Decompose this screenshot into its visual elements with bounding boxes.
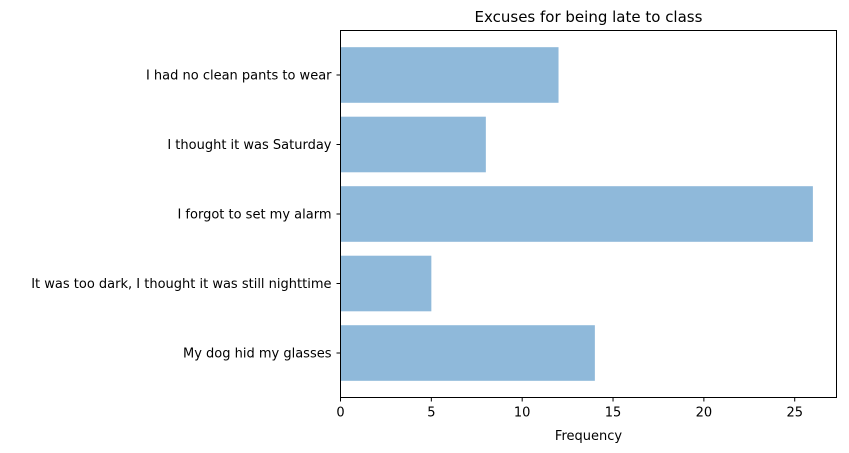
x-axis-ticks: 0 5 10 15 20 25 bbox=[336, 397, 803, 421]
x-tick-label: 15 bbox=[605, 406, 622, 421]
bar bbox=[340, 116, 486, 173]
x-tick-label: 20 bbox=[696, 406, 713, 421]
plot-frame bbox=[340, 30, 837, 398]
y-tick-label: I forgot to set my alarm bbox=[177, 208, 331, 223]
x-tick-label: 25 bbox=[786, 406, 803, 421]
bar bbox=[340, 47, 559, 103]
x-tick-label: 0 bbox=[336, 406, 344, 421]
x-tick-label: 10 bbox=[514, 406, 531, 421]
x-tick-label: 5 bbox=[427, 406, 435, 421]
y-tick-label: It was too dark, I thought it was still … bbox=[31, 277, 331, 292]
y-tick-label: I had no clean pants to wear bbox=[146, 68, 332, 83]
x-axis-label: Frequency bbox=[555, 429, 622, 444]
bars-layer bbox=[340, 47, 813, 381]
bar bbox=[340, 255, 432, 312]
y-tick-label: I thought it was Saturday bbox=[167, 138, 331, 153]
bar bbox=[340, 325, 595, 381]
y-tick-label: My dog hid my glasses bbox=[183, 347, 332, 362]
y-axis-ticks: My dog hid my glasses It was too dark, I … bbox=[31, 68, 341, 362]
chart-title: Excuses for being late to class bbox=[475, 8, 703, 26]
bar bbox=[340, 186, 813, 242]
